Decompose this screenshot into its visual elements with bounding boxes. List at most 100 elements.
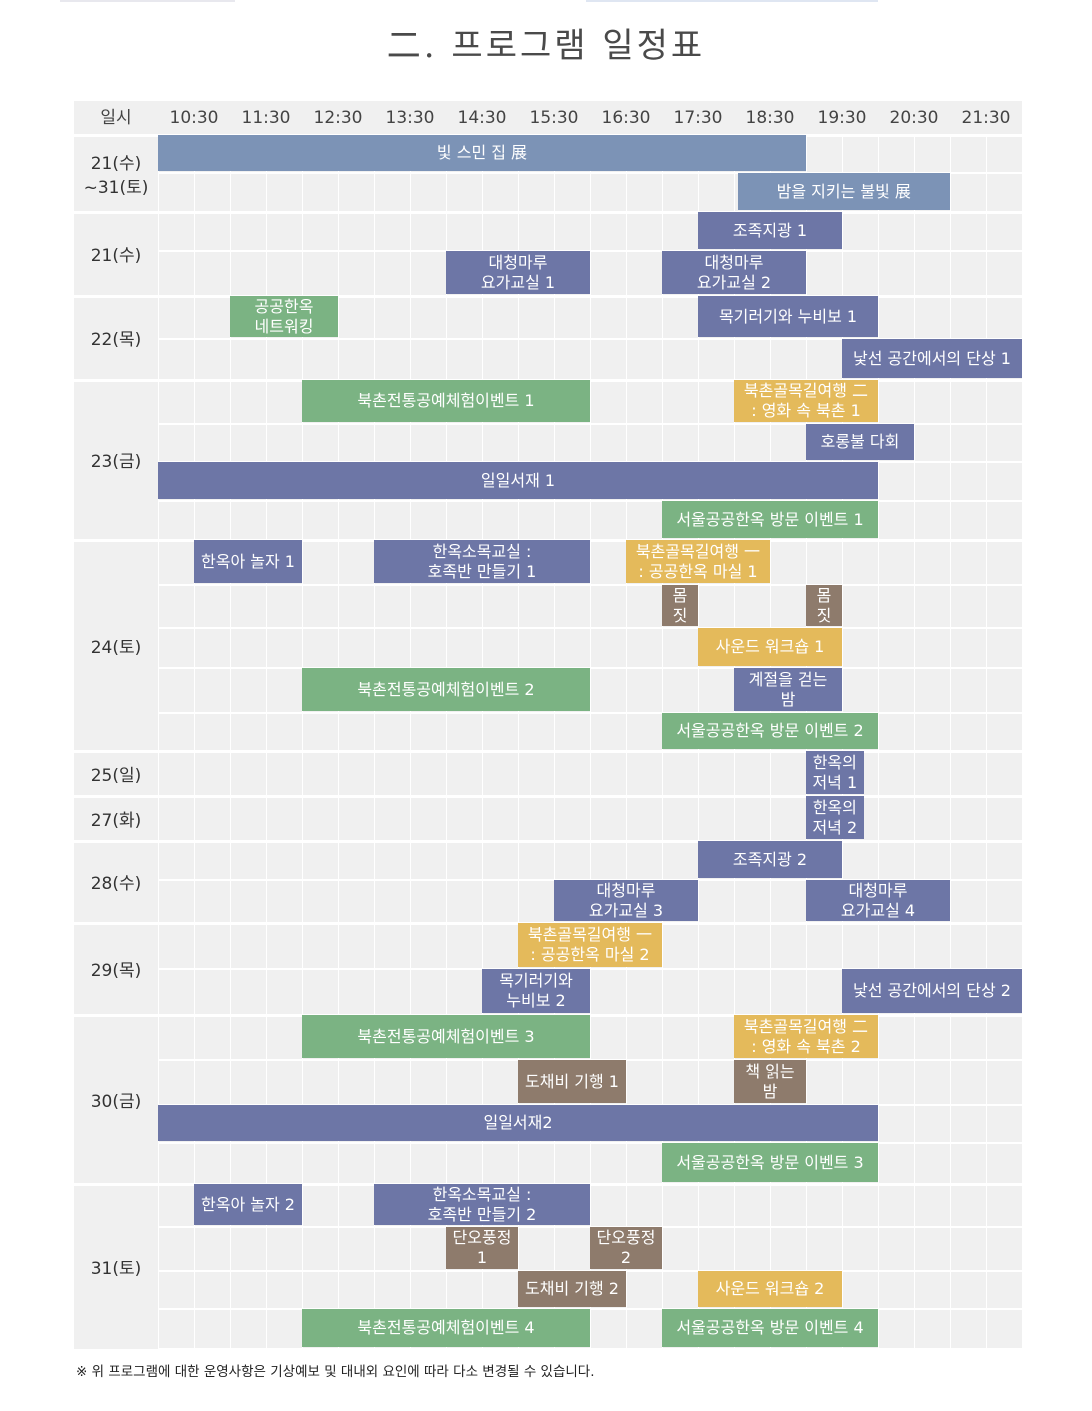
header-cell-date: 일시 bbox=[100, 108, 132, 128]
header-cell-time: 13:30 bbox=[385, 108, 435, 128]
event-label: 공공한옥 네트워킹 bbox=[255, 297, 314, 337]
event-label: 한옥아 놀자 1 bbox=[201, 552, 295, 572]
event-label: 도채비 기행 1 bbox=[525, 1072, 619, 1092]
grid-hline bbox=[158, 667, 1022, 669]
grid-hline bbox=[74, 795, 1022, 798]
event-label-line: : 영화 속 북촌 1 bbox=[751, 401, 861, 420]
event-label-line: 대청마루 bbox=[596, 880, 656, 900]
event-bar: 대청마루 요가교실 2 bbox=[662, 251, 806, 294]
event-bar: 대청마루 요가교실 4 bbox=[806, 880, 950, 921]
event-label-line: 북촌골목길여행 一 bbox=[635, 541, 761, 561]
event-label-line: 단오풍정 bbox=[452, 1228, 512, 1247]
event-bar: 북촌골목길여행 一: 공공한옥 마실 1 bbox=[626, 540, 770, 583]
event-label: 대청마루 요가교실 4 bbox=[841, 881, 915, 921]
event-label-line: 저녁 2 bbox=[812, 817, 858, 837]
event-bar: 한옥소목교실 : 호족반 만들기 1 bbox=[374, 540, 590, 583]
event-label-line: 북촌골목길여행 一 bbox=[527, 925, 653, 944]
grid-hline bbox=[158, 250, 1022, 252]
event-label: 서울공공한옥 방문 이벤트 2 bbox=[676, 721, 863, 741]
grid-hline bbox=[158, 712, 1022, 714]
grid-vline bbox=[554, 135, 555, 1349]
event-label: 도채비 기행 2 bbox=[525, 1279, 619, 1299]
day-label: 31(토) bbox=[74, 1257, 158, 1281]
page-title: 二. 프로그램 일정표 bbox=[386, 26, 706, 66]
day-label-line: 30(금) bbox=[90, 1091, 142, 1112]
event-label-line: 일일서재2 bbox=[483, 1113, 553, 1132]
grid-vline bbox=[230, 135, 231, 1349]
event-bar: 북촌골목길여행 一: 공공한옥 마실 2 bbox=[518, 923, 662, 967]
event-label: 호롱불 다회 bbox=[821, 432, 900, 452]
grid-vline bbox=[950, 135, 951, 1349]
event-label: 단오풍정 2 bbox=[597, 1228, 656, 1268]
grid-vline bbox=[194, 135, 195, 1349]
grid-vline bbox=[914, 135, 915, 1349]
grid-vline bbox=[338, 135, 339, 1349]
grid-hline bbox=[158, 627, 1022, 629]
event-label: 한옥소목교실 : 호족반 만들기 2 bbox=[428, 1185, 537, 1225]
event-label: 북촌골목길여행 一: 공공한옥 마실 1 bbox=[636, 542, 760, 582]
event-label: 북촌전통공예체험이벤트 2 bbox=[357, 680, 534, 700]
event-label-line: 북촌전통공예체험이벤트 3 bbox=[357, 1026, 535, 1046]
header-cell-time: 14:30 bbox=[457, 108, 507, 128]
event-label-line: 북촌골목길여행 二 bbox=[743, 1016, 869, 1036]
header-cell-time: 16:30 bbox=[601, 108, 651, 128]
day-label-line: 21(수) bbox=[90, 153, 142, 174]
event-bar: 계절을 걷는 밤 bbox=[734, 668, 842, 711]
day-label-line: 23(금) bbox=[90, 452, 142, 472]
event-label-line: 몸 bbox=[672, 585, 688, 605]
event-label-line: 서울공공한옥 방문 이벤트 3 bbox=[676, 1152, 864, 1172]
grid-hline bbox=[74, 840, 1022, 843]
event-label: 사운드 워크숍 1 bbox=[716, 637, 825, 657]
header-cell-time: 19:30 bbox=[817, 108, 867, 128]
event-bar: 서울공공한옥 방문 이벤트 1 bbox=[662, 501, 878, 538]
day-label: 30(금) bbox=[74, 1090, 158, 1114]
day-label: 29(목) bbox=[74, 959, 158, 983]
event-label: 북촌골목길여행 一: 공공한옥 마실 2 bbox=[528, 925, 652, 965]
event-bar: 목기러기와 누비보 1 bbox=[698, 296, 878, 337]
event-label-line: 한옥의 bbox=[812, 797, 857, 817]
event-label-line: 요가교실 1 bbox=[480, 272, 556, 292]
event-label: 북촌전통공예체험이벤트 3 bbox=[357, 1027, 534, 1047]
grid-vline bbox=[518, 135, 519, 1349]
event-label-line: 한옥소목교실 : bbox=[432, 541, 532, 561]
event-label-line: 한옥아 놀자 1 bbox=[201, 551, 295, 571]
header-cell-time: 21:30 bbox=[961, 108, 1011, 128]
event-label-line: 계절을 걷는 bbox=[748, 669, 828, 689]
event-label-line: 북촌전통공예체험이벤트 4 bbox=[357, 1318, 535, 1337]
event-label: 조족지광 2 bbox=[733, 850, 807, 870]
event-label-line: 1 bbox=[476, 1248, 488, 1267]
event-label-line: 저녁 1 bbox=[812, 772, 858, 792]
event-bar: 북촌골목길여행 二: 영화 속 북촌 2 bbox=[734, 1015, 878, 1058]
event-bar: 북촌골목길여행 二: 영화 속 북촌 1 bbox=[734, 380, 878, 422]
event-bar: 사운드 워크숍 1 bbox=[698, 628, 842, 666]
event-label: 계절을 걷는 밤 bbox=[749, 670, 828, 710]
grid-hline bbox=[158, 338, 1022, 340]
event-label-line: 사운드 워크숍 1 bbox=[715, 637, 825, 656]
event-bar: 일일서재 1 bbox=[158, 462, 878, 499]
event-label-line: : 공공한옥 마실 1 bbox=[638, 561, 758, 581]
grid-hline bbox=[74, 295, 1022, 298]
event-label-line: 목기러기와 bbox=[499, 971, 573, 990]
event-label: 일일서재 1 bbox=[481, 471, 555, 491]
day-label-line: 27(화) bbox=[90, 810, 142, 831]
event-label-line: 대청마루 bbox=[848, 880, 908, 900]
event-label: 밤을 지키는 불빛 展 bbox=[777, 182, 911, 202]
header-cell-time: 11:30 bbox=[241, 108, 291, 128]
grid-vline bbox=[374, 135, 375, 1349]
day-label: 28(수) bbox=[74, 872, 158, 896]
event-label: 한옥소목교실 : 호족반 만들기 1 bbox=[428, 542, 537, 582]
event-label-line: 짓 bbox=[672, 605, 688, 625]
event-label-line: 북촌전통공예체험이벤트 1 bbox=[357, 391, 535, 410]
event-label: 책 읽는 밤 bbox=[745, 1062, 794, 1102]
event-label: 대청마루 요가교실 3 bbox=[589, 881, 663, 921]
grid-hline bbox=[158, 172, 1022, 174]
event-bar: 서울공공한옥 방문 이벤트 2 bbox=[662, 713, 878, 749]
event-label: 대청마루 요가교실 2 bbox=[697, 253, 771, 293]
event-bar: 북촌전통공예체험이벤트 2 bbox=[302, 668, 590, 711]
header-cell-time: 18:30 bbox=[745, 108, 795, 128]
event-label: 한옥의 저녁 2 bbox=[812, 798, 857, 838]
day-label-line: 22(목) bbox=[90, 330, 142, 350]
day-label: 22(목) bbox=[74, 328, 158, 352]
